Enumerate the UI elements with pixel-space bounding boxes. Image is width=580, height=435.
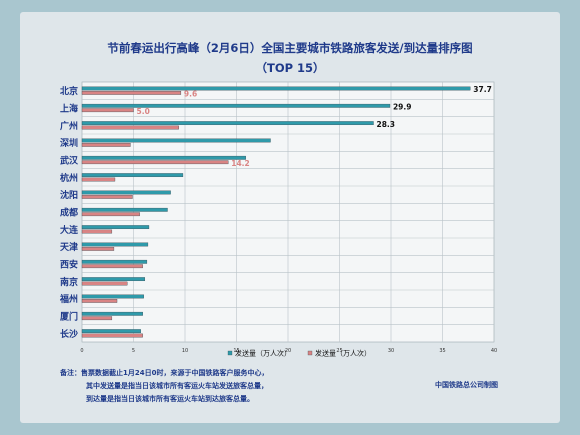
arrive-bar [81,142,131,147]
send-bar [81,86,471,91]
data-label: 28.3 [376,120,395,129]
category-label: 天津 [60,241,78,253]
category-label: 长沙 [60,328,78,340]
category-label: 沈阳 [60,189,78,201]
send-bar [81,207,168,212]
send-bar [81,103,391,108]
footnote-line: 备注：售票数据截止1月24日0时，来源于中国铁路客户服务中心， [60,369,269,377]
send-bar [81,225,150,230]
chart-subtitle: （TOP 15） [255,61,325,75]
x-tick-label: 0 [80,348,83,354]
send-bar [81,155,246,160]
arrive-bar [81,108,134,113]
send-bar [81,190,171,195]
arrive-bar [81,246,115,251]
legend-swatch [307,350,313,356]
category-label: 深圳 [60,137,78,149]
arrive-bar [81,229,113,234]
chart-card: 节前春运出行高峰（2月6日）全国主要城市铁路旅客发送/到达量排序图 （TOP 1… [20,12,560,423]
data-label: 29.9 [393,103,412,112]
send-bar [81,259,148,264]
send-bar [81,138,271,143]
category-label: 上海 [60,103,78,115]
x-tick-label: 25 [336,348,342,354]
arrive-bar [81,125,179,130]
data-label: 14.2 [231,159,250,168]
arrive-bar [81,281,128,286]
category-label: 杭州 [60,172,78,184]
send-bar [81,311,143,316]
category-label: 福州 [59,293,78,305]
category-label: 南京 [60,276,78,288]
footnote: 备注：售票数据截止1月24日0时，来源于中国铁路客户服务中心， 其中发送量是指当… [60,367,360,406]
category-label: 西安 [60,259,78,271]
arrive-bar [81,212,140,217]
arrive-bar [81,316,113,321]
arrive-bar [81,160,229,165]
category-label: 大连 [60,224,79,236]
send-bar [81,294,144,299]
bar-chart: 0 5 10 15 20 25 30 35 40 北京上海广州深圳武汉杭州沈阳成都大连天津西安南京… [59,81,497,358]
footnote-line: 到达量是指当日该城市所有客运火车站到达旅客总量。 [86,395,254,403]
category-label: 广州 [60,120,78,132]
legend-swatch [227,350,233,356]
x-tick-label: 20 [285,348,291,354]
legend-label: 发送量（万人次） [315,349,371,358]
x-tick-label: 40 [491,348,497,354]
x-tick-label: 35 [439,348,445,354]
data-label: 37.7 [473,85,492,94]
chart-title: 节前春运出行高峰（2月6日）全国主要城市铁路旅客发送/到达量排序图 [107,41,473,55]
send-bar [81,121,374,126]
category-label: 成都 [60,207,78,219]
data-label: 5.0 [137,107,150,116]
arrive-bar [81,177,116,182]
send-bar [81,329,141,334]
data-label: 9.6 [184,90,197,99]
legend-label: 发送量（万人次） [235,349,291,358]
send-bar [81,277,146,282]
arrive-bar [81,298,118,303]
x-tick-label: 10 [182,348,188,354]
arrive-bar [81,264,143,269]
send-bar [81,242,149,247]
arrive-bar [81,194,133,199]
category-label: 北京 [60,85,78,97]
arrive-bar [81,333,143,338]
x-tick-label: 30 [388,348,394,354]
x-tick-label: 15 [233,348,239,354]
category-label: 武汉 [60,155,79,167]
x-tick-label: 5 [132,348,135,354]
footnote-line: 其中发送量是指当日该城市所有客运火车站发送旅客总量， [86,382,268,390]
arrive-bar [81,90,182,95]
source-credit: 中国铁路总公司制图 [435,381,498,389]
category-label: 厦门 [60,311,78,323]
send-bar [81,173,184,178]
